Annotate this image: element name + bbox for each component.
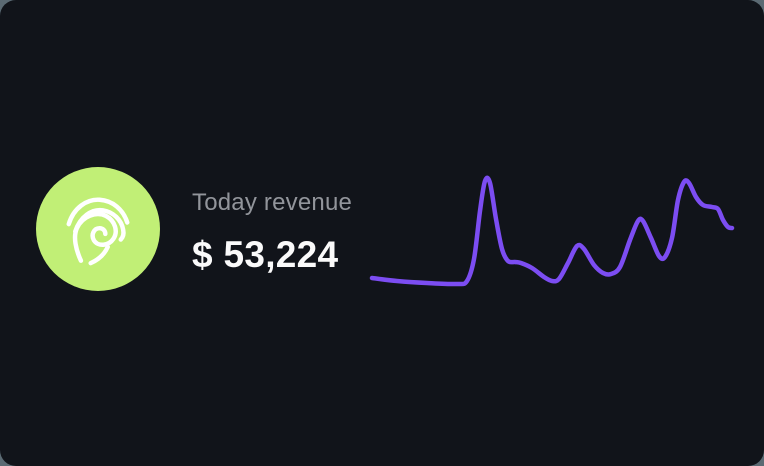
fingerprint-icon-badge — [36, 167, 160, 291]
stat-label: Today revenue — [192, 189, 353, 216]
revenue-sparkline-chart — [369, 175, 735, 287]
sparkline-path — [369, 175, 735, 287]
stat-value: $ 53,224 — [192, 234, 339, 275]
fingerprint-icon — [66, 197, 130, 266]
